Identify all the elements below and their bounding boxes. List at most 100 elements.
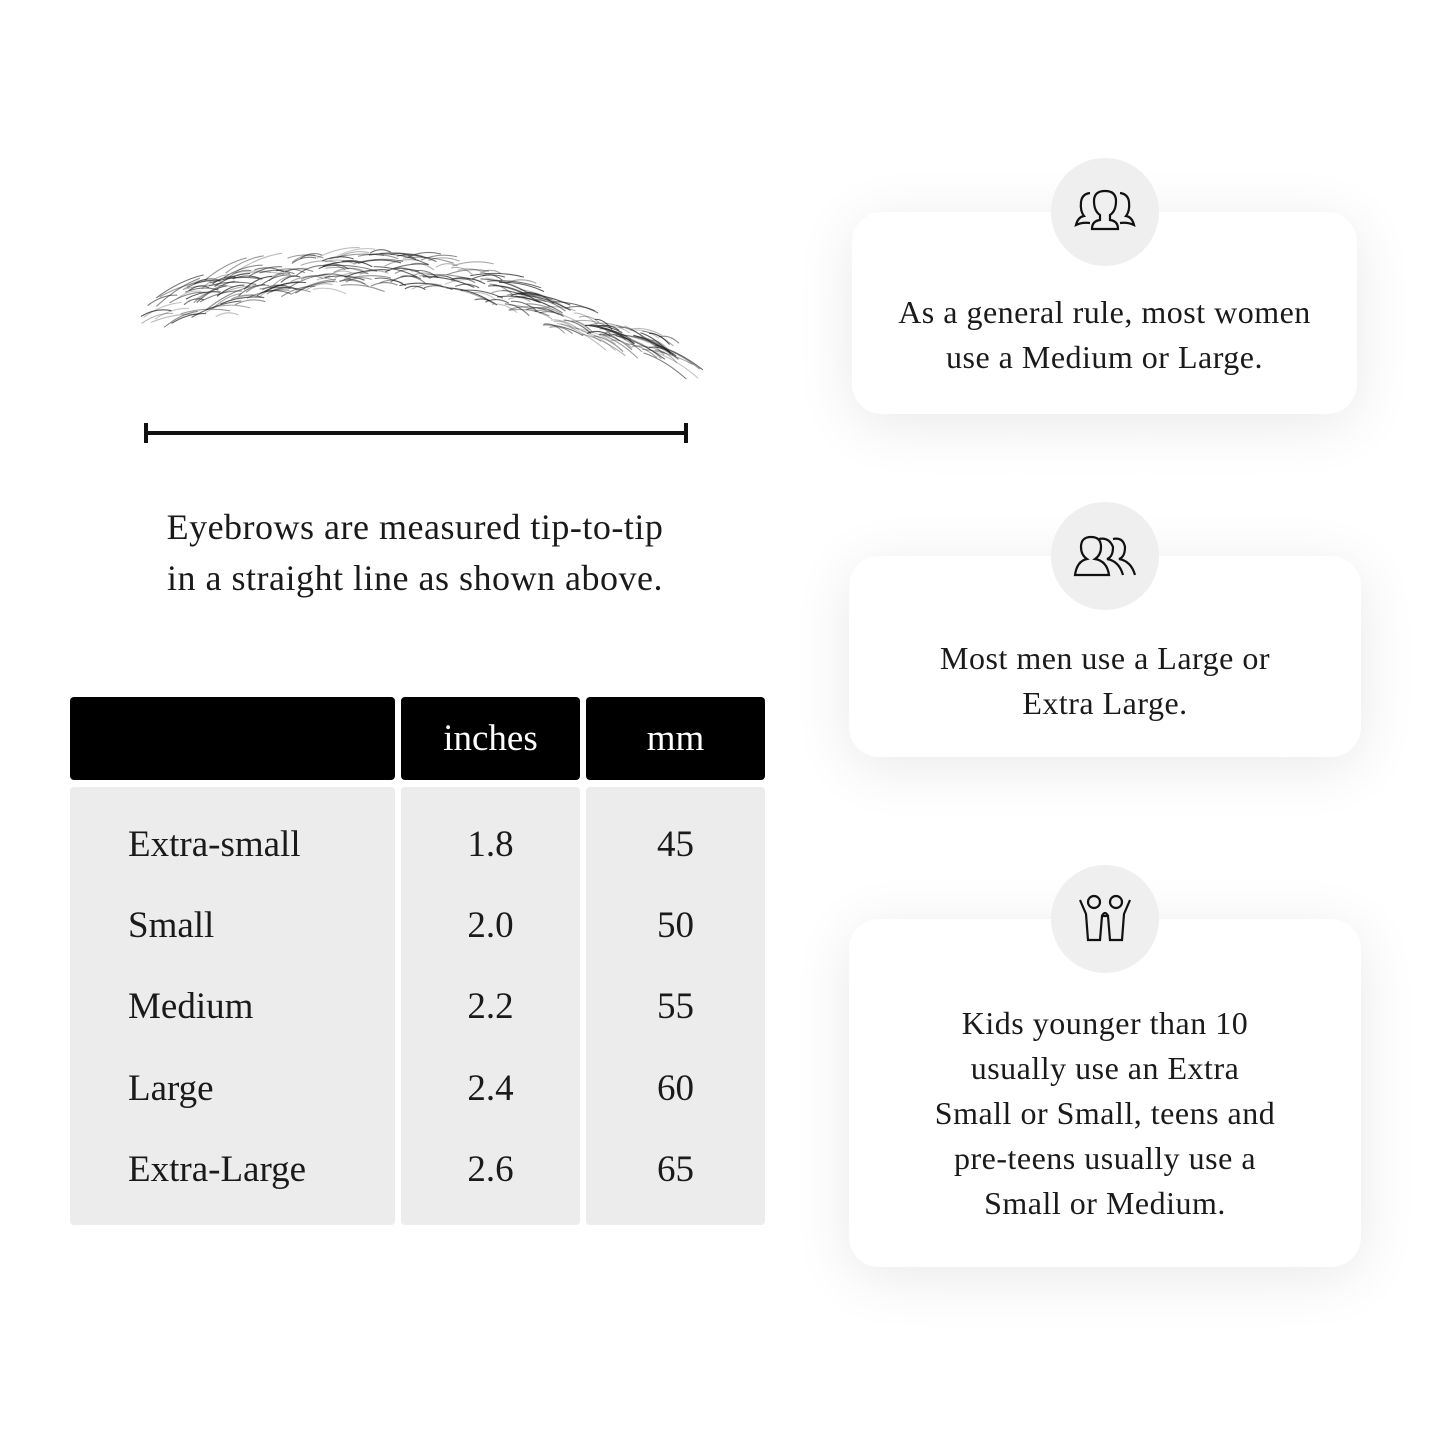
eyebrow-hair [199,290,242,303]
kids-text: Kids younger than 10 usually use an Extr… [849,1001,1361,1226]
women-group-icon [1074,189,1136,231]
eyebrow-hair [143,301,182,318]
eyebrow-hair [452,277,486,285]
measurement-line [144,423,688,443]
eyebrow-hair [452,261,494,267]
eyebrow-hair [183,284,235,290]
eyebrow-hair [259,286,311,293]
eyebrow-hair [542,324,584,337]
eyebrow-hair [155,277,201,307]
eyebrow-hair [550,319,580,330]
eyebrow-hair [404,285,426,291]
eyebrow-hair [291,278,337,295]
eyebrow-hair [201,273,230,290]
eyebrow-hair [608,332,643,353]
eyebrow-hair [296,265,326,276]
eyebrow-illustration [140,247,704,380]
eyebrow-hair [504,303,530,317]
table-cell-inches: 2.6 [467,1149,514,1190]
eyebrow-hair [261,284,288,291]
eyebrow-hair [341,260,373,268]
eyebrow-hair [455,283,480,289]
women-text: As a general rule, most women use a Medi… [852,290,1357,380]
table-cell-inches: 1.8 [467,824,514,865]
eyebrow-hair [411,262,435,271]
eyebrow-hair [260,274,291,286]
eyebrow-hair [411,283,442,290]
size-column [70,787,395,1225]
eyebrow-hair [176,290,202,300]
eyebrow-hair [470,291,497,301]
eyebrow-hair [573,312,598,325]
eyebrow-hair [246,289,290,299]
caption-line: Eyebrows are measured tip-to-tip [166,507,664,547]
eyebrow-hair [640,332,672,355]
eyebrow-hair [269,284,298,291]
eyebrow-hair [270,267,308,278]
eyebrow-hair [329,253,385,260]
eyebrow-hair [232,275,263,280]
table-cell-inches: 2.0 [467,905,514,946]
eyebrow-hair [390,252,417,260]
eyebrow-hair [423,285,453,291]
eyebrow-hair [321,256,354,262]
table-cell-size: Medium [128,986,254,1027]
eyebrow-hair [208,281,257,287]
eyebrow-hair [147,294,178,306]
eyebrow-hair [259,286,284,298]
eyebrow-hair [280,275,301,283]
eyebrow-hair [510,300,538,312]
eyebrow-hair [556,322,602,342]
eyebrow-hair [584,324,623,334]
eyebrow-hair [593,325,613,337]
eyebrow-hair [517,295,546,303]
eyebrow-hair [215,312,239,318]
mm-column [586,787,765,1225]
kids-icon [1078,894,1132,942]
eyebrow-hair [354,258,404,264]
eyebrow-hair [649,332,670,345]
eyebrow-hair [212,293,242,309]
eyebrow-hair [212,276,236,285]
eyebrow-hair [318,273,351,280]
eyebrow-hair [230,294,262,300]
card-line: use a Medium or Large. [946,339,1263,375]
eyebrow-hair [154,307,189,320]
eyebrow-hair [264,281,307,292]
table-cell-inches: 2.2 [467,986,514,1027]
eyebrow-hair [339,278,366,285]
eyebrow-hair [380,253,430,266]
eyebrow-hair [519,289,565,308]
eyebrow-hair [560,323,607,351]
eyebrow-hair [422,276,475,288]
eyebrow-hair [589,325,635,345]
eyebrow-hair [305,283,333,291]
eyebrow-hair [343,275,392,281]
card-line: Extra Large. [1022,685,1188,721]
eyebrow-hair [325,266,369,275]
eyebrow-hair [373,266,422,280]
eyebrow-hair [543,323,566,334]
eyebrow-hair [420,254,458,261]
eyebrow-hair [337,248,376,257]
eyebrow-hair [223,264,263,278]
eyebrow-hair [625,343,658,358]
eyebrow-hair [180,308,231,315]
eyebrow-hair [482,274,503,281]
table-cell-size: Large [128,1068,214,1109]
card-line: As a general rule, most women [898,294,1311,330]
eyebrow-hair [653,351,699,379]
eyebrow-hair [488,285,526,295]
eyebrow-hair [446,269,489,276]
header-size [70,697,395,780]
eyebrow-hair [273,275,297,286]
eyebrow-hair [599,333,639,359]
eyebrow-hair [419,273,471,280]
table-cell-size: Extra-Large [128,1149,307,1190]
eyebrow-hair [615,334,666,360]
eyebrow-hair [508,308,550,317]
eyebrow-hair [603,334,633,351]
eyebrow-hair [574,327,616,345]
eyebrow-hair [578,315,600,323]
eyebrow-hair [491,303,518,314]
